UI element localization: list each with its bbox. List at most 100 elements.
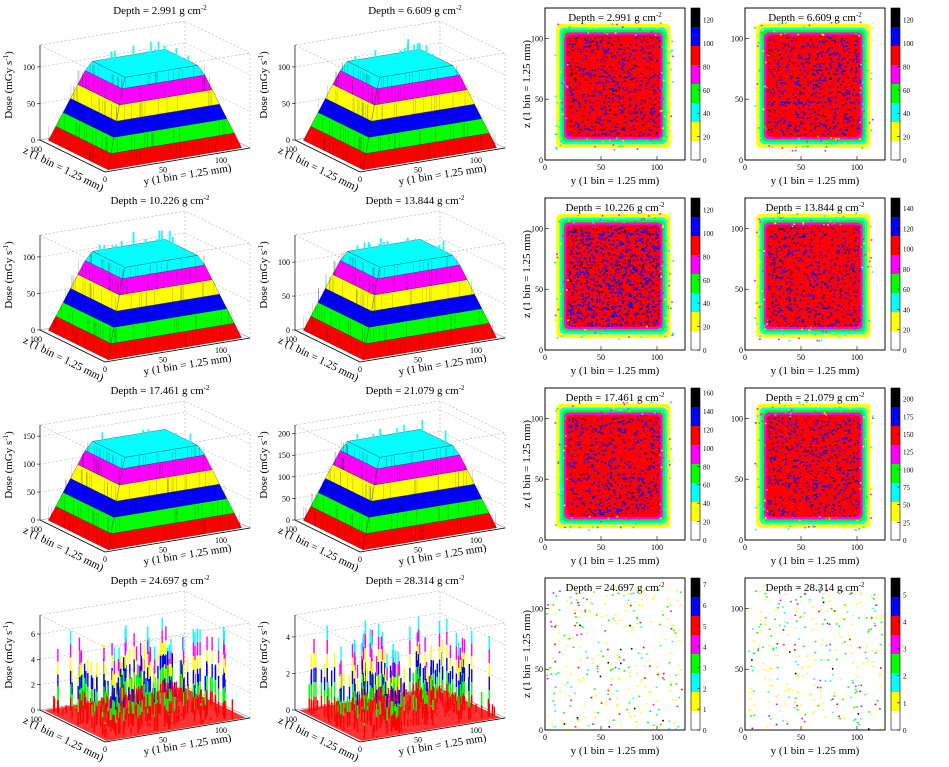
bin	[771, 103, 774, 105]
y-tick-label: 50	[159, 165, 167, 174]
y-tick-label: 100	[731, 34, 743, 43]
bin	[641, 134, 644, 137]
bin	[761, 108, 764, 111]
bin	[822, 95, 825, 98]
bin	[589, 307, 591, 310]
bin	[628, 241, 631, 244]
bin	[845, 113, 848, 116]
bin	[611, 23, 614, 25]
bin	[808, 104, 811, 107]
bin	[602, 85, 605, 88]
bin	[617, 36, 619, 38]
bin	[612, 313, 615, 316]
bin	[556, 148, 558, 150]
bin	[580, 68, 583, 70]
bin	[799, 116, 801, 119]
bin	[592, 305, 594, 308]
bin	[571, 325, 574, 327]
bin	[586, 271, 588, 274]
bin	[850, 101, 852, 104]
bin	[805, 102, 808, 105]
y-tick-label: 50	[159, 545, 167, 554]
bin	[555, 146, 558, 149]
bin	[598, 268, 600, 271]
bin	[651, 290, 654, 292]
x-tick-label: 100	[851, 163, 863, 172]
bin	[790, 55, 793, 58]
bin	[627, 110, 630, 113]
bin	[600, 286, 602, 288]
bin	[575, 66, 578, 68]
bin	[646, 282, 649, 284]
exponent: -1	[257, 434, 265, 440]
bin	[623, 143, 625, 146]
bin	[656, 26, 659, 29]
bin	[629, 68, 632, 70]
bin	[670, 115, 672, 118]
bin	[795, 96, 797, 98]
bin	[773, 91, 775, 94]
bin	[608, 74, 610, 76]
bin	[634, 242, 636, 245]
z-tick-label: 100	[285, 145, 297, 154]
bin	[571, 227, 574, 229]
bin	[615, 129, 617, 131]
bin	[603, 102, 605, 105]
bin	[629, 293, 631, 296]
bin	[640, 274, 643, 276]
bin	[838, 146, 841, 148]
bin	[580, 128, 583, 131]
dose-tick-label: 50	[27, 99, 35, 108]
y-tick-label: 0	[103, 365, 107, 374]
bin	[582, 298, 584, 301]
bin	[628, 75, 630, 77]
bin	[798, 125, 801, 127]
bin	[577, 310, 579, 313]
bin	[655, 292, 657, 295]
bin	[652, 276, 654, 278]
bin	[822, 79, 824, 82]
bin	[787, 43, 789, 46]
bin	[655, 132, 658, 135]
bin	[813, 65, 816, 68]
bin	[578, 260, 581, 263]
bin	[791, 47, 793, 50]
bin	[648, 56, 651, 58]
bin	[612, 232, 615, 235]
bin	[654, 74, 656, 76]
bin	[818, 63, 820, 66]
bin	[599, 275, 601, 278]
bin	[611, 43, 613, 46]
bin	[658, 264, 660, 266]
bin	[830, 103, 832, 105]
bin	[646, 233, 648, 235]
bin	[800, 102, 803, 104]
bin	[827, 128, 829, 131]
bin	[654, 122, 657, 125]
bin	[578, 125, 580, 128]
bin	[608, 41, 610, 44]
bin	[584, 100, 586, 102]
bin	[594, 145, 596, 148]
bin	[655, 265, 658, 268]
bin	[834, 96, 837, 98]
bin	[596, 307, 599, 309]
bin	[632, 289, 635, 291]
bin	[591, 95, 593, 97]
bin	[632, 296, 635, 299]
bin	[659, 78, 662, 80]
colorbar-tick-label: 80	[903, 63, 911, 71]
bin	[605, 325, 608, 328]
bin	[624, 262, 627, 265]
panel-title: Depth = 2.991 g cm-2	[568, 11, 662, 24]
bin	[634, 88, 637, 91]
bin	[796, 88, 799, 91]
bin	[587, 245, 590, 247]
bin	[600, 108, 603, 110]
bin	[584, 325, 586, 327]
bin	[607, 51, 609, 53]
bin	[797, 98, 799, 101]
bin	[587, 251, 590, 254]
bin	[856, 26, 858, 29]
bin	[657, 100, 660, 103]
